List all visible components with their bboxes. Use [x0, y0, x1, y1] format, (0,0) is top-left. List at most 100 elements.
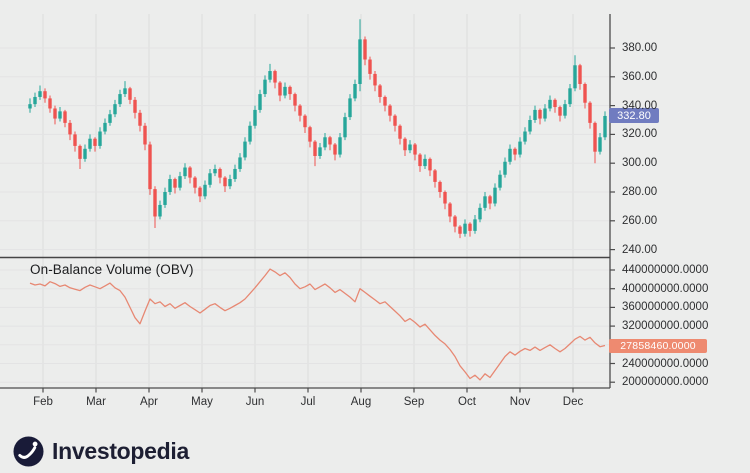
candle-body [418, 154, 422, 167]
candle-body [348, 98, 352, 118]
investopedia-logo[interactable]: Investopedia [13, 436, 189, 467]
candle-body [213, 168, 217, 174]
candle-body [598, 137, 602, 152]
price-axis-label: 340.00 [622, 99, 658, 112]
candle-body [398, 125, 402, 139]
month-label: Apr [140, 396, 158, 408]
candle-body [108, 114, 112, 123]
candle-body [163, 192, 167, 205]
candle-body [98, 131, 102, 146]
candle-body [378, 85, 382, 97]
candle-body [73, 134, 77, 146]
obv-axis-label: 240000000.0000 [622, 357, 709, 370]
candle-body [393, 115, 397, 126]
candle-body [503, 161, 507, 175]
price-axis-label: 380.00 [622, 42, 658, 54]
month-label: Jun [245, 396, 265, 408]
candle-body [273, 71, 277, 83]
candle-body [48, 98, 52, 109]
candlestick-series [28, 19, 607, 239]
candle-body [288, 86, 292, 95]
month-label: Sep [403, 396, 425, 408]
obv-value-badge: 27858460.0000 [609, 339, 707, 353]
candle-body [408, 144, 412, 151]
candle-body [363, 39, 367, 60]
candle-body [193, 177, 197, 188]
month-label: May [191, 396, 213, 408]
price-axis-label: 280.00 [622, 186, 658, 198]
candle-body [493, 187, 497, 204]
month-label: Nov [509, 396, 531, 408]
candle-body [443, 192, 447, 204]
candle-body [343, 117, 347, 138]
price-axis-label: 360.00 [622, 70, 658, 83]
candle-body [133, 99, 137, 113]
candle-body [83, 148, 87, 159]
candle-body [428, 158, 432, 171]
candle-body [128, 88, 132, 100]
candle-body [153, 189, 157, 217]
candle-body [603, 115, 607, 138]
candle-body [433, 170, 437, 182]
candle-body [53, 108, 57, 119]
candle-body [228, 179, 232, 187]
investopedia-swoosh-icon [13, 436, 44, 467]
candle-body [533, 109, 537, 120]
month-label: Dec [562, 396, 584, 408]
candle-body [413, 144, 417, 155]
candle-body [383, 96, 387, 106]
candle-body [183, 167, 187, 177]
candle-body [568, 88, 572, 105]
candle-body [523, 131, 527, 142]
month-label: Oct [458, 396, 476, 408]
candle-body [28, 104, 32, 109]
candle-body [68, 122, 72, 135]
candle-body [268, 71, 272, 80]
candle-body [63, 111, 67, 123]
candle-body [528, 120, 532, 132]
price-axis-label: 260.00 [622, 214, 658, 227]
candle-body [258, 94, 262, 110]
candle-body [58, 111, 62, 119]
candle-body [453, 216, 457, 227]
candle-body [43, 91, 47, 99]
candle-body [263, 79, 267, 95]
candle-body [113, 104, 117, 115]
month-label: Mar [86, 396, 106, 408]
price-axis-label: 300.00 [622, 157, 658, 170]
candle-body [458, 226, 462, 234]
candle-body [203, 184, 207, 197]
candle-body [78, 145, 82, 159]
candle-body [313, 141, 317, 156]
candle-body [123, 88, 127, 95]
candle-body [138, 112, 142, 126]
candle-body [188, 167, 192, 178]
candle-body [468, 223, 472, 231]
candle-body [578, 65, 582, 84]
logo-wordmark: Investopedia [52, 438, 189, 464]
candle-body [548, 99, 552, 109]
candle-body [308, 127, 312, 142]
candle-body [158, 204, 162, 217]
candle-body [148, 144, 152, 190]
candle-body [318, 147, 322, 156]
candle-body [463, 223, 467, 234]
month-label: Jul [300, 396, 316, 408]
obv-line [29, 268, 606, 381]
candle-body [573, 65, 577, 89]
candle-body [358, 39, 362, 84]
candle-body [403, 138, 407, 151]
candle-body [253, 109, 257, 126]
candle-body [328, 137, 332, 145]
candle-body [323, 137, 327, 148]
candle-body [488, 196, 492, 204]
candle-body [438, 181, 442, 192]
candle-body [538, 109, 542, 119]
candle-body [103, 122, 107, 132]
candle-body [368, 59, 372, 74]
candle-body [303, 115, 307, 128]
last-price-badge: 332.80 [609, 108, 659, 123]
candle-body [373, 73, 377, 86]
